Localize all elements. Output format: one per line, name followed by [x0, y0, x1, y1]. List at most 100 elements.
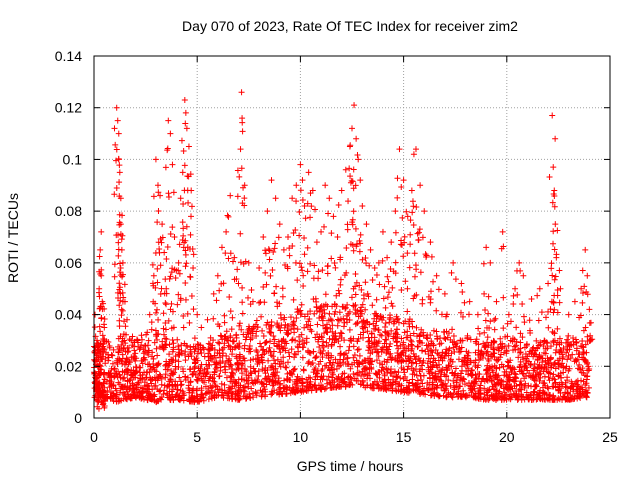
data-point	[411, 273, 418, 280]
data-point	[510, 390, 517, 397]
data-point	[552, 221, 559, 228]
data-point	[337, 350, 344, 357]
data-point	[481, 329, 488, 336]
data-point	[201, 366, 208, 373]
data-point	[395, 319, 402, 326]
data-point	[387, 340, 394, 347]
data-point	[370, 320, 377, 327]
data-point	[583, 349, 590, 356]
data-point	[550, 371, 557, 378]
data-point	[179, 219, 186, 226]
data-point	[335, 383, 342, 390]
data-point	[545, 369, 552, 376]
data-point	[291, 388, 298, 395]
data-point	[404, 308, 411, 315]
data-point	[551, 193, 558, 200]
data-point	[223, 228, 230, 235]
data-point	[206, 375, 213, 382]
data-point	[178, 137, 185, 144]
data-point	[99, 332, 106, 339]
data-point	[275, 234, 282, 241]
data-point	[171, 234, 178, 240]
data-point	[443, 350, 450, 357]
data-point	[266, 247, 273, 254]
data-point	[362, 306, 369, 313]
data-point	[329, 322, 336, 329]
data-point	[248, 287, 255, 294]
data-point	[547, 356, 554, 363]
data-point	[549, 199, 556, 206]
data-point	[322, 182, 329, 189]
data-point	[154, 265, 161, 272]
data-point	[400, 387, 407, 394]
data-point	[577, 366, 584, 373]
data-point	[478, 348, 485, 355]
data-point	[375, 326, 382, 333]
data-point	[364, 319, 371, 326]
data-point	[186, 366, 193, 373]
data-point	[245, 380, 252, 387]
data-point	[253, 317, 260, 324]
data-point	[188, 353, 195, 360]
data-point	[322, 291, 329, 298]
data-point	[160, 310, 167, 317]
data-point	[487, 373, 494, 380]
data-point	[551, 187, 558, 194]
data-point	[315, 338, 322, 345]
data-point	[384, 254, 391, 261]
data-point	[146, 361, 153, 368]
data-point	[545, 324, 552, 331]
data-point	[289, 243, 296, 250]
data-point	[563, 384, 570, 391]
data-point	[182, 120, 189, 127]
data-point	[270, 366, 277, 373]
data-point	[364, 382, 371, 389]
data-point	[120, 345, 127, 352]
data-point	[116, 323, 123, 330]
data-point	[265, 246, 272, 253]
data-point	[400, 177, 407, 184]
data-point	[240, 260, 247, 267]
data-point	[191, 399, 198, 406]
data-point	[193, 376, 200, 383]
x-tick-label: 0	[90, 429, 98, 445]
data-point	[113, 104, 120, 111]
data-point	[176, 374, 183, 381]
data-point	[333, 303, 340, 310]
plot-frame	[93, 55, 611, 419]
data-point	[342, 304, 349, 311]
data-point	[364, 375, 371, 382]
data-point	[398, 286, 405, 293]
data-point	[553, 347, 560, 354]
data-point	[238, 365, 245, 372]
data-point	[381, 283, 388, 290]
data-point	[288, 346, 295, 353]
data-point	[290, 386, 297, 393]
data-point	[513, 342, 520, 349]
data-point	[517, 267, 524, 274]
data-point	[231, 276, 238, 283]
data-point	[277, 380, 284, 387]
data-point	[265, 373, 272, 380]
data-point	[371, 265, 378, 272]
data-point	[218, 380, 225, 387]
data-point	[205, 385, 212, 392]
data-point	[332, 264, 339, 271]
data-point	[137, 344, 144, 351]
data-point	[551, 306, 558, 313]
data-point	[387, 314, 394, 321]
data-point	[495, 344, 502, 351]
data-point	[486, 364, 493, 371]
data-point	[358, 373, 365, 380]
data-point	[506, 384, 513, 391]
data-point	[536, 378, 543, 385]
data-point	[151, 391, 158, 398]
data-point	[224, 212, 231, 219]
data-point	[284, 359, 291, 366]
data-point	[415, 343, 422, 350]
data-point	[408, 338, 415, 345]
data-point	[350, 208, 357, 215]
data-point	[236, 322, 243, 329]
data-point	[268, 388, 275, 395]
